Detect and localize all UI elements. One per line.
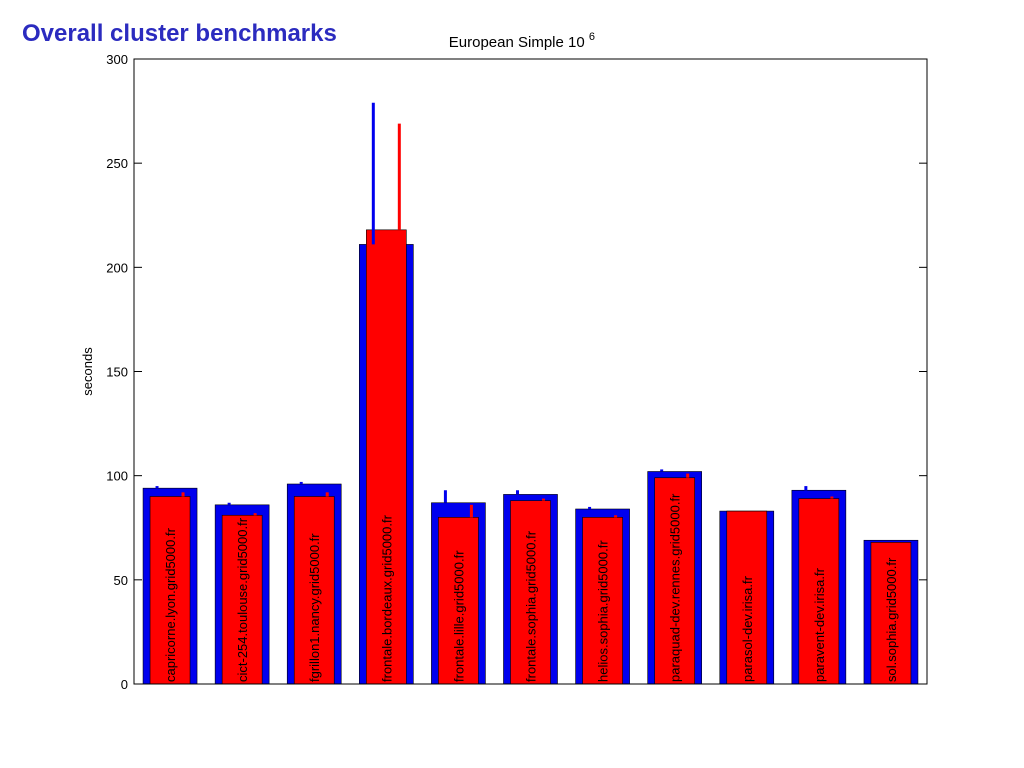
y-tick-label: 0: [121, 677, 128, 692]
x-tick-label: frontale.sophia.grid5000.fr: [524, 530, 539, 682]
bar-series2-6: [582, 517, 623, 685]
x-tick-label: paravent-dev.irisa.fr: [812, 567, 827, 682]
y-tick-label: 50: [114, 573, 128, 588]
y-axis-label: seconds: [80, 347, 95, 396]
bar-series2-5: [510, 500, 551, 685]
chart-title-superscript: 6: [589, 31, 595, 43]
chart-title: European Simple 10 6: [449, 31, 595, 51]
x-tick-label: sol.sophia.grid5000.fr: [884, 557, 899, 682]
bar-series2-4: [438, 517, 479, 685]
bar-series2-0: [149, 496, 191, 685]
bar-series2-7: [654, 477, 695, 685]
x-tick-label: cict-254.toulouse.grid5000.fr: [235, 517, 250, 682]
x-tick-label: parasol-dev.irisa.fr: [740, 575, 755, 682]
bar-series2-10: [870, 542, 912, 685]
bar-series2-9: [798, 498, 840, 685]
y-tick-label: 100: [106, 469, 128, 484]
y-tick-label: 250: [106, 156, 128, 171]
y-tick-label: 150: [106, 365, 128, 380]
bar-series2-1: [221, 514, 263, 685]
y-tick-label: 200: [106, 260, 128, 275]
x-tick-label: frontale.bordeaux.grid5000.fr: [379, 514, 394, 682]
slide-title: Overall cluster benchmarks: [22, 20, 337, 47]
chart-title-main: European Simple 10: [449, 34, 585, 51]
x-tick-label: helios.sophia.grid5000.fr: [596, 540, 611, 682]
bar-series2-3: [366, 229, 407, 685]
bar-series2-2: [293, 496, 335, 685]
y-tick-label: 300: [106, 52, 128, 67]
x-tick-label: capricorne.lyon.grid5000.fr: [163, 527, 178, 682]
x-tick-label: paraquad-dev.rennes.grid5000.fr: [668, 493, 683, 682]
bar-series2-8: [726, 510, 768, 685]
plot-area: capricorne.lyon.grid5000.fr cict-254.toul…: [106, 52, 928, 692]
x-tick-label: fgrillon1.nancy.grid5000.fr: [307, 533, 322, 682]
x-tick-label: frontale.lille.grid5000.fr: [451, 550, 466, 682]
